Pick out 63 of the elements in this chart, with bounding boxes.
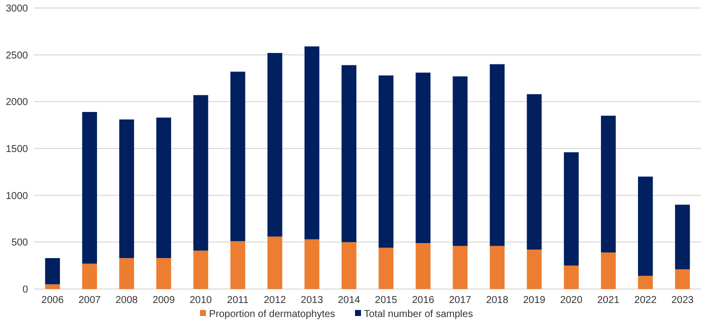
bar: [452, 76, 468, 246]
bar: [416, 243, 430, 289]
bar: [304, 46, 320, 240]
x-tick-label: 2007: [78, 295, 102, 306]
x-tick-label: 2023: [671, 295, 694, 306]
bar: [156, 258, 172, 289]
x-tick-label: 2018: [486, 295, 509, 306]
bar: [638, 276, 653, 289]
bar: [416, 72, 430, 244]
bar: [564, 266, 579, 289]
bar: [82, 112, 97, 264]
bar: [119, 258, 134, 289]
bar: [342, 242, 356, 289]
x-tick-label: 2021: [597, 295, 620, 306]
bar: [342, 65, 356, 242]
bar: [490, 64, 505, 246]
bar: [675, 204, 690, 270]
bar: [526, 94, 542, 250]
bar: [45, 258, 60, 284]
bar: [490, 246, 505, 289]
x-tick-label: 2016: [412, 295, 435, 306]
x-tick-label: 2017: [449, 295, 472, 306]
x-tick-label: 2008: [116, 295, 138, 306]
bar: [193, 250, 208, 289]
bar: [564, 152, 579, 266]
bar: [526, 250, 542, 289]
x-tick-label: 2014: [338, 295, 361, 306]
x-tick-label: 2022: [634, 295, 657, 306]
bar: [230, 72, 246, 242]
bar: [193, 95, 208, 251]
y-tick-label: 2000: [6, 97, 28, 108]
bar: [638, 176, 653, 276]
bar: [230, 241, 246, 289]
bar: [675, 269, 690, 289]
bar: [452, 246, 468, 289]
y-tick-label: 2500: [6, 50, 28, 62]
x-tick-label: 2020: [560, 295, 583, 306]
y-tick-label: 0: [22, 284, 28, 296]
x-tick-label: 2019: [523, 295, 546, 306]
x-tick-label: 2006: [41, 295, 64, 306]
y-tick-label: 1500: [6, 144, 28, 155]
legend-label: Total number of samples: [364, 309, 473, 320]
y-tick-label: 3000: [6, 4, 28, 14]
bar: [304, 239, 320, 289]
y-tick-label: 1000: [6, 190, 28, 202]
bar: [600, 252, 616, 289]
bar: [119, 119, 134, 258]
bar: [45, 284, 60, 289]
x-tick-label: 2013: [300, 295, 324, 306]
bar: [378, 248, 394, 289]
x-tick-label: 2012: [264, 295, 286, 306]
bar: [82, 264, 97, 289]
legend-label: Proportion of dermatophytes: [209, 309, 336, 320]
x-tick-label: 2010: [190, 295, 212, 306]
bar: [267, 52, 282, 237]
x-tick-label: 2011: [227, 295, 249, 306]
bar: [378, 75, 394, 248]
bar: [600, 116, 616, 252]
x-tick-label: 2009: [152, 295, 176, 306]
bar: [267, 236, 282, 289]
y-tick-label: 500: [11, 238, 28, 249]
x-tick-label: 2015: [374, 295, 398, 306]
bar: [156, 118, 172, 258]
